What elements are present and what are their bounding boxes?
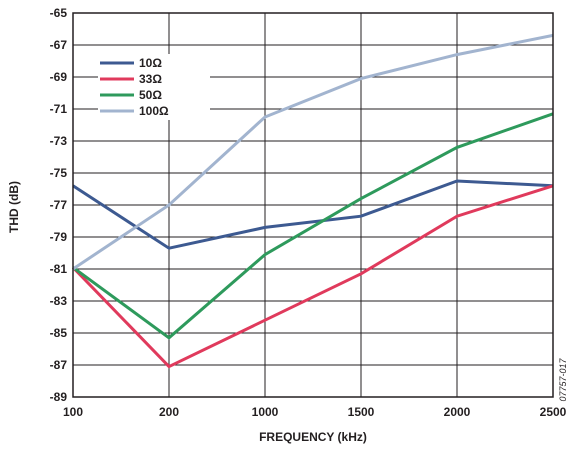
y-tick-label: -71 <box>50 102 68 116</box>
x-tick-label: 1500 <box>348 405 375 419</box>
legend-label: 10Ω <box>139 56 162 70</box>
y-tick-label: -85 <box>50 326 68 340</box>
legend-label: 50Ω <box>139 88 162 102</box>
x-tick-label: 2000 <box>444 405 471 419</box>
y-tick-label: -65 <box>50 6 68 20</box>
legend-label: 100Ω <box>139 104 169 118</box>
x-tick-label: 2500 <box>540 405 567 419</box>
y-tick-label: -73 <box>50 134 68 148</box>
x-tick-label: 1000 <box>252 405 279 419</box>
y-tick-label: -83 <box>50 294 68 308</box>
series-lines <box>71 33 554 369</box>
figure-id: 07757-017 <box>558 357 568 401</box>
y-tick-label: -75 <box>50 166 68 180</box>
y-tick-label: -69 <box>50 70 68 84</box>
legend: 10Ω 33Ω 50Ω 100Ω <box>98 54 210 120</box>
legend-label: 33Ω <box>139 72 162 86</box>
y-tick-label: -79 <box>50 230 68 244</box>
y-tick-label: -77 <box>50 198 68 212</box>
y-axis-title: THD (dB) <box>7 181 21 233</box>
x-tick-label: 200 <box>159 405 179 419</box>
legend-background <box>98 54 210 120</box>
y-tick-label: -87 <box>50 358 68 372</box>
series-line-3 <box>72 33 554 271</box>
series-line-0 <box>72 179 554 250</box>
x-axis-title: FREQUENCY (kHz) <box>259 430 367 444</box>
series-line-2 <box>72 112 554 340</box>
plot-border <box>72 12 554 398</box>
y-tick-label: -89 <box>50 390 68 404</box>
tick-labels: -65-67-69-71-73-75-77-79-81-83-85-87-891… <box>50 6 567 419</box>
series-line-1 <box>71 184 554 369</box>
y-tick-label: -67 <box>50 38 68 52</box>
plot-frame <box>72 12 554 398</box>
y-tick-label: -81 <box>50 262 68 276</box>
x-tick-label: 100 <box>63 405 83 419</box>
